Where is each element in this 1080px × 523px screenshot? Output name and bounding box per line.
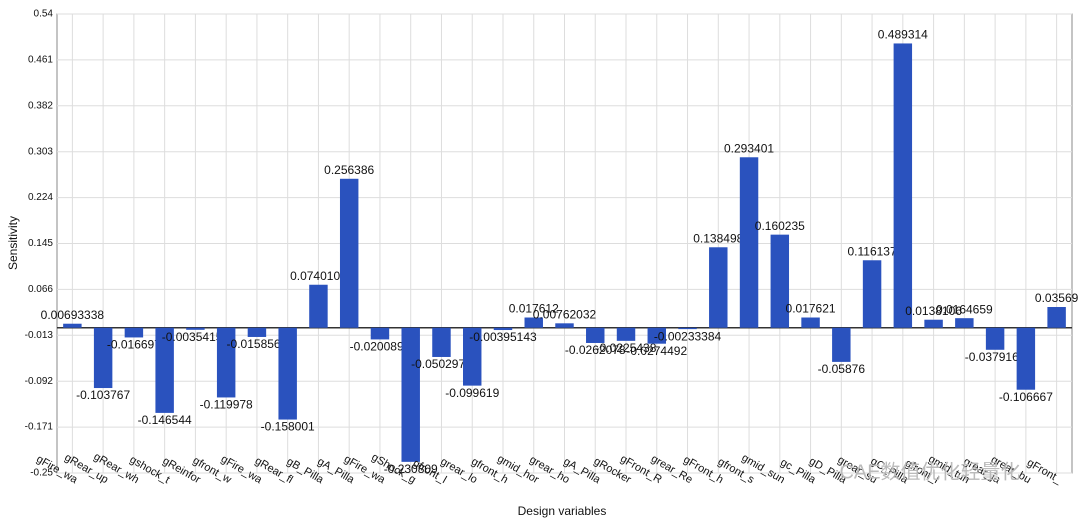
- bar: [616, 327, 636, 341]
- value-label: -0.099619: [445, 386, 499, 400]
- value-label: 0.0138106: [905, 304, 962, 318]
- y-tick-label: -0.171: [25, 422, 54, 433]
- bar: [1047, 307, 1066, 328]
- bar: [401, 327, 420, 462]
- y-axis-title: Sensitivity: [6, 216, 20, 270]
- value-label: 0.00762032: [533, 307, 597, 321]
- value-label: -0.0262078: [565, 343, 626, 357]
- bar: [555, 323, 574, 328]
- bar: [739, 157, 759, 328]
- value-label: -0.0379169: [965, 350, 1026, 364]
- bar: [924, 319, 943, 328]
- value-label: 0.0740103: [290, 269, 347, 283]
- bar: [247, 327, 267, 337]
- bar: [216, 327, 236, 398]
- value-label: -0.0502972: [411, 357, 472, 371]
- bar: [770, 234, 790, 328]
- bar: [985, 327, 1005, 350]
- value-label: 0.160235: [755, 219, 805, 233]
- bar: [155, 327, 174, 413]
- bar: [309, 284, 328, 328]
- bar: [370, 327, 390, 340]
- bar: [463, 327, 482, 386]
- bar: [801, 317, 820, 328]
- bar: [339, 178, 359, 328]
- value-label: -0.119978: [200, 398, 253, 412]
- y-tick-label: 0.066: [28, 284, 53, 295]
- value-label: -0.0200897: [350, 340, 411, 354]
- watermark: CAE数值优化轻量化: [839, 460, 1020, 483]
- value-label: 0.00693338: [41, 308, 105, 322]
- value-label: 0.256386: [324, 163, 374, 177]
- value-label: -0.103767: [76, 388, 130, 402]
- value-label: 0.489314: [878, 28, 928, 42]
- value-label: 0.0164659: [936, 302, 993, 316]
- bar: [432, 327, 451, 357]
- value-label: -0.0274492: [626, 344, 687, 358]
- value-label: 0.293401: [724, 141, 774, 155]
- value-label: -0.05876: [818, 362, 866, 376]
- y-tick-label: 0.303: [28, 146, 53, 157]
- y-tick-label: -0.092: [25, 376, 54, 387]
- value-label: 0.138498: [693, 231, 743, 245]
- value-label: -0.106667: [999, 390, 1053, 404]
- value-label: -0.0158563: [227, 337, 288, 351]
- y-tick-label: 0.54: [34, 9, 54, 20]
- bar: [278, 327, 297, 420]
- bar: [709, 247, 728, 328]
- bar: [186, 327, 205, 330]
- value-label: -0.00354152: [162, 330, 230, 344]
- bar: [647, 327, 666, 344]
- bar: [63, 323, 82, 328]
- y-tick-label: 0.224: [28, 192, 53, 203]
- y-tick-label: 0.461: [28, 55, 53, 66]
- bar: [124, 327, 144, 338]
- bar: [493, 327, 513, 331]
- value-label: 0.017612: [509, 302, 559, 316]
- value-label: 0.03569: [1035, 291, 1079, 305]
- x-axis-title: Design variables: [518, 504, 607, 518]
- value-label: -0.0225438: [596, 341, 657, 355]
- bar: [586, 327, 605, 343]
- value-label: -0.230809: [384, 462, 438, 476]
- bar: [955, 318, 974, 328]
- bar: [93, 327, 113, 389]
- value-label: -0.00233384: [654, 329, 722, 343]
- value-label: -0.146544: [138, 413, 192, 427]
- value-label: -0.016697: [107, 338, 161, 352]
- value-label: -0.00395143: [469, 330, 537, 344]
- value-label: 0.017621: [786, 302, 836, 316]
- y-tick-label: 0.145: [28, 238, 53, 249]
- value-label: 0.116137: [847, 244, 896, 258]
- y-tick-label: 0.382: [28, 100, 53, 111]
- value-label: -0.158001: [261, 420, 315, 434]
- bar: [893, 43, 913, 328]
- y-tick-label: -0.013: [25, 330, 54, 341]
- bar: [832, 327, 851, 362]
- bar: [862, 260, 882, 328]
- bar: [678, 327, 697, 330]
- bar: [1016, 327, 1036, 390]
- y-tick-label: -0.25: [30, 468, 53, 479]
- bar: [524, 317, 543, 328]
